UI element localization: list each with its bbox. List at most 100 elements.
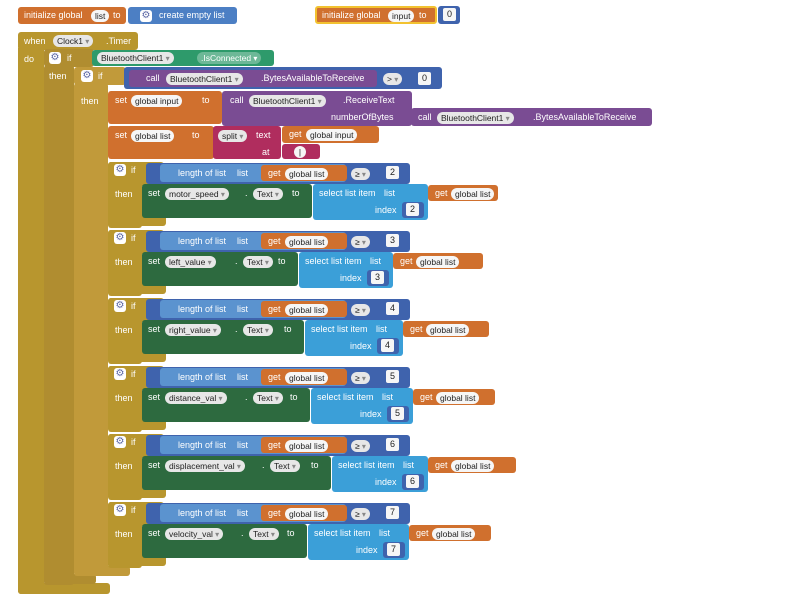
clock-component-dropdown[interactable]: Clock1: [53, 35, 94, 47]
if-label: if: [131, 505, 136, 515]
separator-text-value[interactable]: |: [294, 146, 306, 158]
text-property-dropdown[interactable]: Text: [243, 256, 273, 268]
gear-icon[interactable]: ⚙: [114, 504, 126, 516]
gear-icon[interactable]: ⚙: [114, 232, 126, 244]
label-component-dropdown[interactable]: right_value: [165, 324, 221, 336]
get-list-var-dropdown[interactable]: global list: [285, 508, 329, 520]
compare-operator-dropdown[interactable]: ≥: [351, 168, 370, 180]
length-list-label: list: [237, 372, 248, 382]
label-component-dropdown[interactable]: distance_val: [165, 392, 227, 404]
compare-operator-dropdown[interactable]: ≥: [351, 236, 370, 248]
select-index-label: index: [356, 545, 378, 555]
get-list-var-dropdown[interactable]: global list: [451, 188, 495, 200]
if-bytes-if-label: if: [98, 71, 103, 81]
set-to-label: to: [287, 528, 295, 538]
compare-value[interactable]: 0: [418, 72, 431, 85]
init-input-name[interactable]: input: [388, 10, 415, 22]
index-value[interactable]: 5: [391, 407, 404, 420]
label-component-dropdown[interactable]: left_value: [165, 256, 216, 268]
event-body-rail: [18, 48, 44, 594]
gear-icon[interactable]: ⚙: [114, 300, 126, 312]
compare-value[interactable]: 6: [386, 438, 399, 451]
get-label: get: [268, 508, 281, 518]
create-empty-list-label: create empty list: [159, 10, 225, 20]
select-list-item-label: select list item: [311, 324, 368, 334]
compare-operator-dropdown[interactable]: >: [383, 73, 403, 85]
get-label: get: [268, 236, 281, 246]
bytes-component-dropdown[interactable]: BluetoothClient1: [166, 73, 243, 85]
index-value[interactable]: 2: [406, 203, 419, 216]
if-bytes-footer: [74, 566, 130, 576]
set-input-var-dropdown[interactable]: global input: [131, 95, 183, 107]
get-list-var-dropdown[interactable]: global list: [451, 460, 495, 472]
compare-value[interactable]: 2: [386, 166, 399, 179]
get-list-var-dropdown[interactable]: global list: [432, 528, 476, 540]
compare-value[interactable]: 7: [386, 506, 399, 519]
arg-component-dropdown[interactable]: BluetoothClient1: [437, 112, 514, 124]
bluetooth-component-dropdown[interactable]: BluetoothClient1: [97, 52, 174, 64]
compare-value[interactable]: 4: [386, 302, 399, 315]
compare-operator-dropdown[interactable]: ≥: [351, 508, 370, 520]
text-property-dropdown[interactable]: Text: [243, 324, 273, 336]
label-component-dropdown[interactable]: velocity_val: [165, 528, 224, 540]
index-value[interactable]: 6: [406, 475, 419, 488]
text-property-dropdown[interactable]: Text: [253, 392, 283, 404]
if-connected-if-label: if: [67, 53, 72, 63]
gear-icon[interactable]: ⚙: [114, 436, 126, 448]
get-list-var-dropdown[interactable]: global list: [426, 324, 470, 336]
compare-value[interactable]: 3: [386, 234, 399, 247]
index-value[interactable]: 3: [371, 271, 384, 284]
if-bytes-rail: [74, 83, 108, 575]
get-label: get: [435, 460, 448, 470]
label-component-dropdown[interactable]: displacement_val: [165, 460, 245, 472]
if-bytes-then-label: then: [81, 96, 99, 106]
compare-operator-dropdown[interactable]: ≥: [351, 304, 370, 316]
then-label: then: [115, 529, 133, 539]
text-property-dropdown[interactable]: Text: [249, 528, 279, 540]
select-list-label: list: [384, 188, 395, 198]
compare-value[interactable]: 5: [386, 370, 399, 383]
receive-param-label: numberOfBytes: [331, 112, 394, 122]
isconnected-property-dropdown[interactable]: .IsConnected: [197, 52, 262, 64]
length-of-list-label: length of list: [178, 168, 227, 178]
get-list-var-dropdown[interactable]: global list: [436, 392, 480, 404]
init-list-name[interactable]: list: [91, 10, 110, 22]
get-label: get: [268, 372, 281, 382]
create-empty-list-block[interactable]: [128, 7, 237, 24]
label-component-dropdown[interactable]: motor_speed: [165, 188, 229, 200]
gear-icon[interactable]: ⚙: [140, 10, 152, 22]
get-list-var-dropdown[interactable]: global list: [285, 440, 329, 452]
compare-operator-dropdown[interactable]: ≥: [351, 440, 370, 452]
text-property-dropdown[interactable]: Text: [270, 460, 300, 472]
get-input-var-dropdown[interactable]: global input: [306, 129, 358, 141]
set-list-var-dropdown[interactable]: global list: [131, 130, 175, 142]
gear-icon[interactable]: ⚙: [114, 368, 126, 380]
gear-icon[interactable]: ⚙: [114, 164, 126, 176]
set-label: set: [148, 188, 161, 198]
split-mode-dropdown[interactable]: split: [218, 130, 248, 142]
index-value[interactable]: 4: [381, 339, 394, 352]
set-label: set: [148, 392, 161, 402]
set-label-text-block[interactable]: [142, 252, 298, 286]
set-list-to-label: to: [192, 130, 200, 140]
get-list-var-dropdown[interactable]: global list: [285, 372, 329, 384]
select-list-item-label: select list item: [319, 188, 376, 198]
get-list-var-dropdown[interactable]: global list: [285, 236, 329, 248]
compare-operator-dropdown[interactable]: ≥: [351, 372, 370, 384]
dot-separator: .: [235, 324, 238, 334]
length-of-list-label: length of list: [178, 372, 227, 382]
then-label: then: [115, 461, 133, 471]
get-list-var-dropdown[interactable]: global list: [285, 168, 329, 180]
get-list-var-dropdown[interactable]: global list: [416, 256, 460, 268]
split-text-label: text: [256, 130, 271, 140]
text-property-dropdown[interactable]: Text: [253, 188, 283, 200]
index-value[interactable]: 7: [387, 543, 400, 556]
gear-icon[interactable]: ⚙: [81, 70, 93, 82]
receive-component-dropdown[interactable]: BluetoothClient1: [249, 95, 326, 107]
select-list-label: list: [403, 460, 414, 470]
gear-icon[interactable]: ⚙: [49, 52, 61, 64]
init-input-value[interactable]: 0: [443, 8, 456, 21]
select-list-label: list: [376, 324, 387, 334]
set-to-label: to: [278, 256, 286, 266]
get-list-var-dropdown[interactable]: global list: [285, 304, 329, 316]
